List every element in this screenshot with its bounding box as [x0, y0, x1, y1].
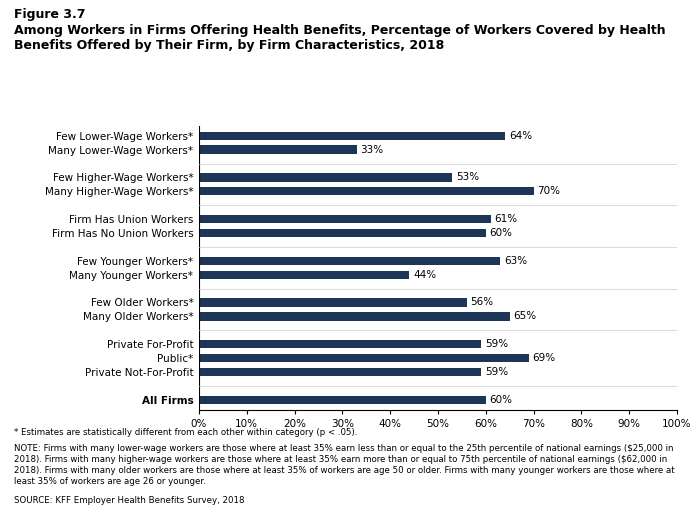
Text: 44%: 44% — [413, 270, 436, 280]
Bar — [199, 354, 529, 362]
Bar — [199, 340, 481, 349]
Bar — [199, 229, 486, 237]
Bar — [199, 257, 500, 265]
Bar — [199, 145, 357, 154]
Text: 60%: 60% — [489, 395, 512, 405]
Bar — [199, 270, 409, 279]
Bar — [199, 396, 486, 404]
Text: 64%: 64% — [509, 131, 532, 141]
Text: 53%: 53% — [456, 172, 480, 182]
Text: NOTE: Firms with many lower-wage workers are those where at least 35% earn less : NOTE: Firms with many lower-wage workers… — [14, 444, 674, 486]
Text: 61%: 61% — [494, 214, 517, 224]
Text: 56%: 56% — [470, 298, 493, 308]
Bar — [199, 298, 467, 307]
Text: Among Workers in Firms Offering Health Benefits, Percentage of Workers Covered b: Among Workers in Firms Offering Health B… — [14, 24, 666, 52]
Text: * Estimates are statistically different from each other within category (p < .05: * Estimates are statistically different … — [14, 428, 357, 437]
Bar — [199, 368, 481, 376]
Bar — [199, 173, 452, 182]
Text: Figure 3.7: Figure 3.7 — [14, 8, 85, 21]
Text: 70%: 70% — [537, 186, 560, 196]
Text: 60%: 60% — [489, 228, 512, 238]
Bar — [199, 312, 510, 321]
Text: 59%: 59% — [485, 339, 508, 349]
Text: 69%: 69% — [533, 353, 556, 363]
Text: 65%: 65% — [514, 311, 537, 321]
Bar — [199, 132, 505, 140]
Bar — [199, 215, 491, 223]
Text: 63%: 63% — [504, 256, 527, 266]
Text: 59%: 59% — [485, 367, 508, 377]
Text: SOURCE: KFF Employer Health Benefits Survey, 2018: SOURCE: KFF Employer Health Benefits Sur… — [14, 496, 244, 505]
Text: 33%: 33% — [361, 144, 384, 155]
Bar — [199, 187, 533, 195]
